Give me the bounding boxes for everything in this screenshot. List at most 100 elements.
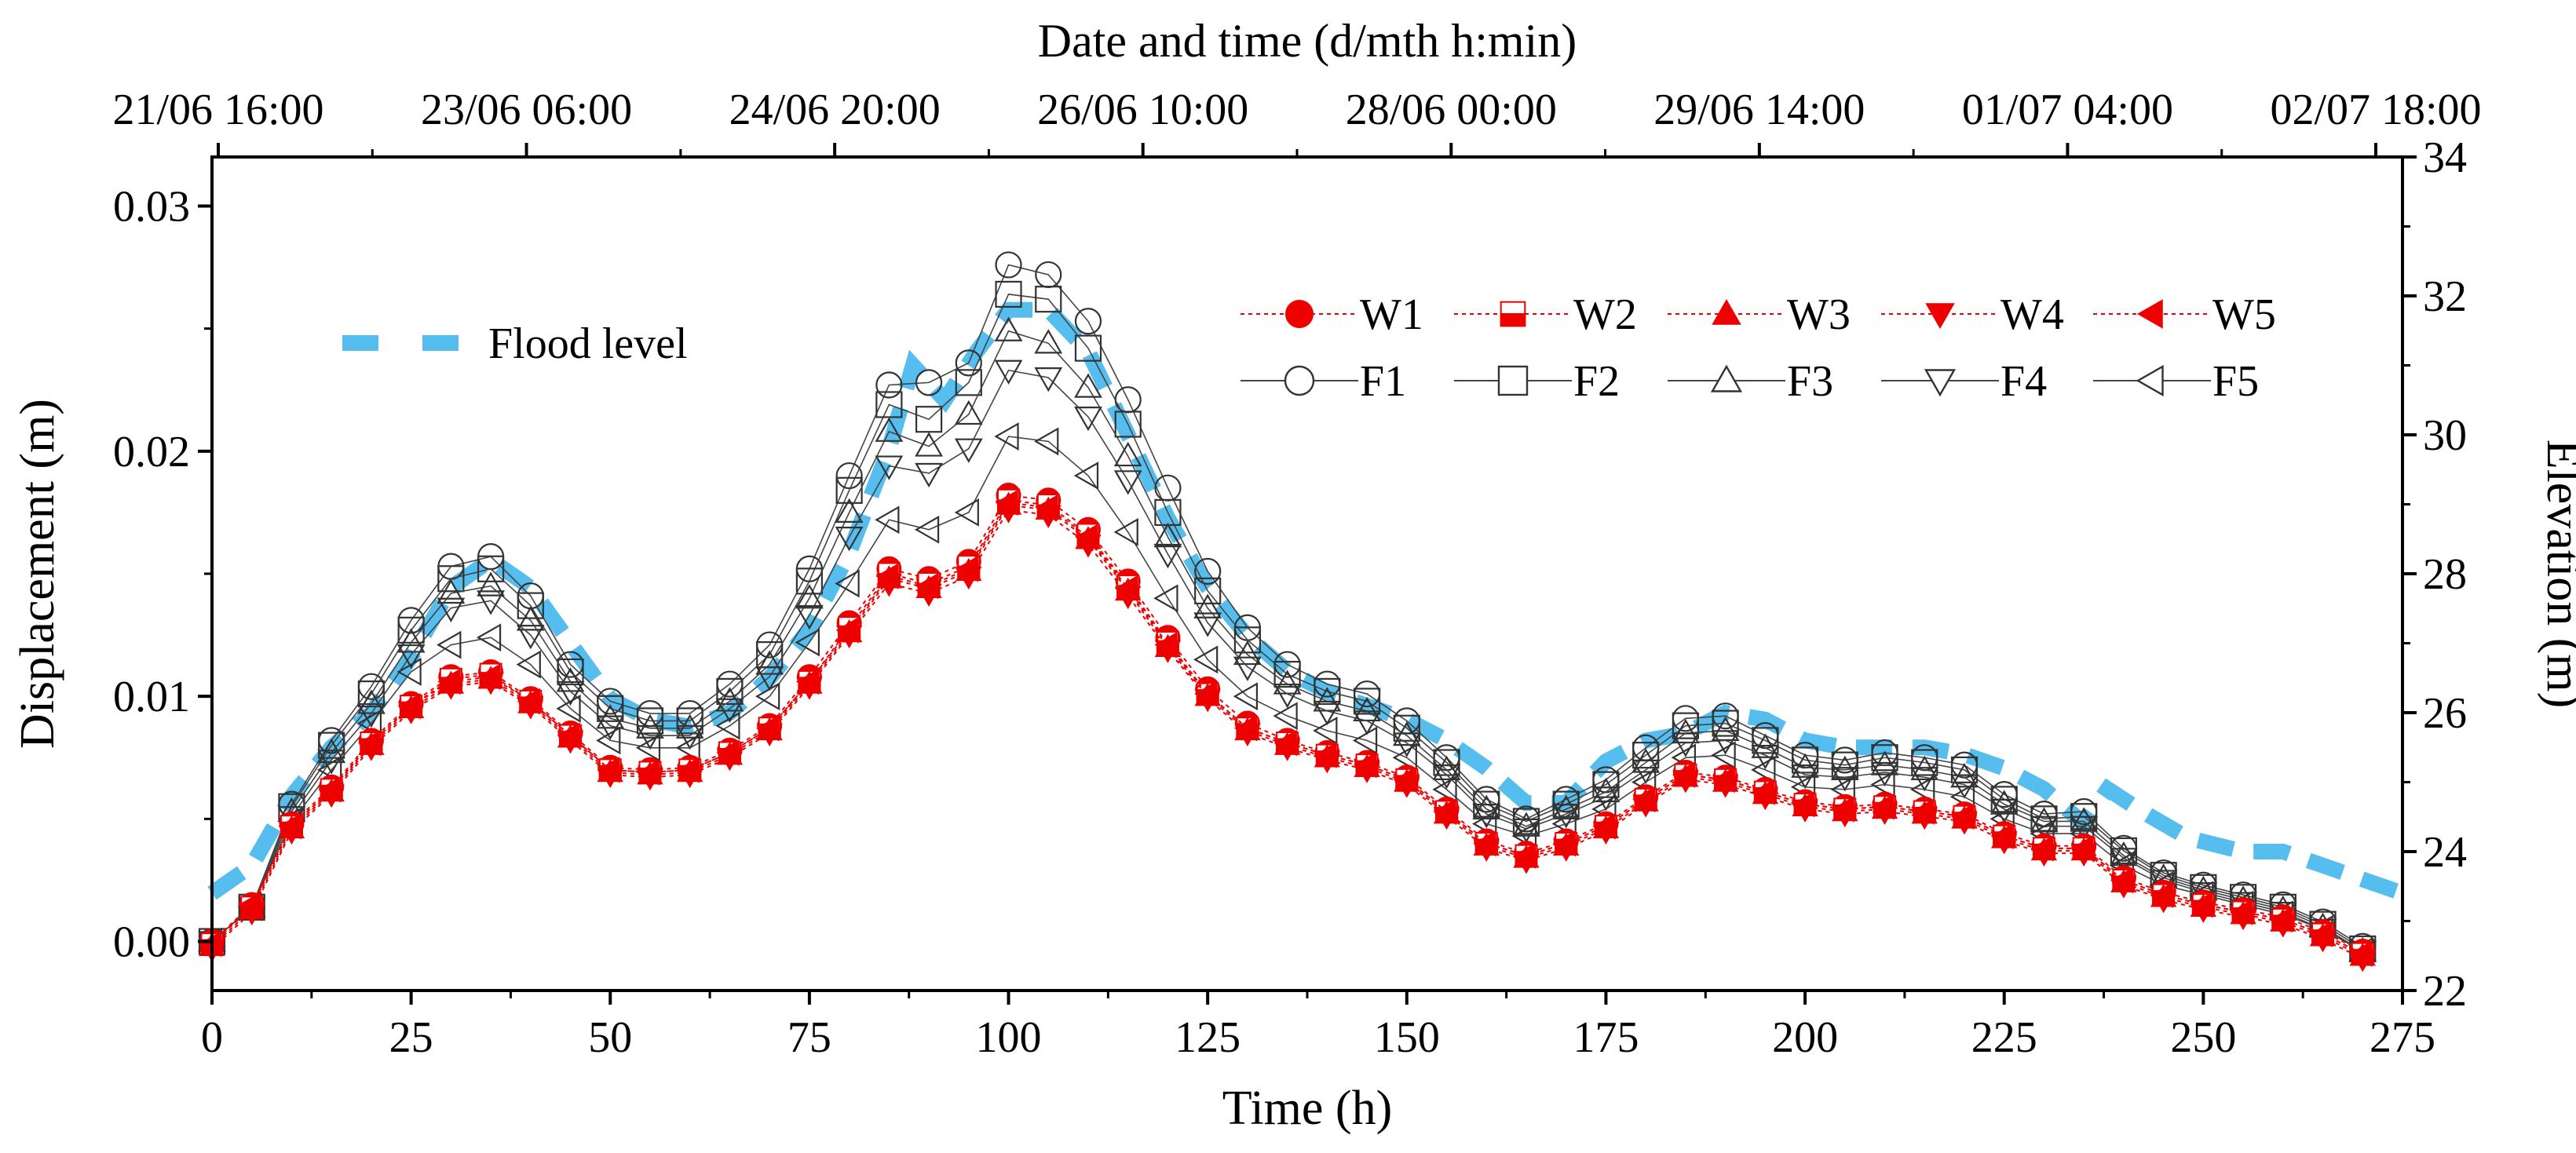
series-w5-point: [1433, 798, 1456, 825]
y-right-tick-label: 30: [2423, 411, 2467, 460]
series-f2-point: [1074, 334, 1102, 362]
series-f3-point: [437, 578, 466, 604]
series-f4-point: [596, 715, 625, 740]
legend-f2-marker: [1497, 365, 1529, 396]
series-f5-point: [635, 733, 661, 762]
series-f3-point: [755, 650, 784, 675]
x-tick-label: 200: [1772, 1013, 1838, 1062]
legend-w4-label: W4: [2001, 290, 2064, 339]
y-right-tick-label: 22: [2423, 967, 2467, 1016]
series-f2-point: [915, 406, 943, 433]
legend-w2-marker-fill: [1500, 313, 1526, 327]
series-f5-point: [835, 569, 860, 598]
legend-w5-marker: [2136, 299, 2163, 329]
series-w5-point: [1752, 779, 1775, 805]
series-f2-point: [1672, 712, 1700, 739]
series-w5-point: [2110, 867, 2134, 894]
series-w5-point: [1233, 715, 1258, 742]
series-w5-point: [1990, 823, 2014, 849]
series-w5-point: [2309, 921, 2333, 947]
series-w2: [200, 488, 2374, 965]
series-f5-point: [556, 694, 581, 723]
series-f5-point: [675, 733, 700, 762]
series-f5-point: [1870, 770, 1895, 799]
series-w5-point: [716, 739, 740, 766]
legend-item-w3: W3: [1668, 290, 1851, 339]
plot-frame: [210, 155, 2404, 992]
series-f3-point: [915, 432, 943, 457]
legend-f1-marker: [1284, 365, 1315, 396]
x-tick-label: 125: [1175, 1013, 1240, 1062]
series-f1-point: [875, 371, 903, 399]
series-f4-point: [1392, 732, 1421, 757]
legend-f4-label: F4: [2001, 357, 2047, 406]
legend-flood-label: Flood level: [488, 319, 688, 368]
legend-w5-label: W5: [2212, 290, 2276, 339]
series-w5-point: [1194, 680, 1218, 707]
series-w5-point: [1314, 742, 1337, 768]
series-f5-point: [914, 515, 940, 544]
series-f4-point: [1432, 764, 1461, 790]
series-f5-point: [1073, 462, 1099, 490]
series-f3-point: [477, 571, 505, 597]
legend-item-f5: F5: [2093, 357, 2259, 406]
series-f4-point: [1313, 700, 1342, 726]
y-right-tick-label: 32: [2423, 272, 2467, 321]
series-f4-point: [1074, 406, 1102, 432]
series-f1-point: [955, 349, 982, 377]
series-f2-point: [1114, 410, 1142, 438]
x-tick-label: 225: [1971, 1013, 2037, 1062]
legend-item-w1: W1: [1240, 290, 1423, 339]
series-f4-point: [556, 680, 585, 706]
series-f3-point: [1153, 522, 1182, 548]
x-tick-label: 150: [1374, 1013, 1440, 1062]
series-f1-point: [1074, 308, 1102, 335]
legend-f2-label: F2: [1573, 357, 1620, 406]
series-f2-point: [1353, 688, 1381, 715]
legend-item-w2: W2: [1454, 290, 1637, 339]
series-f2-point: [1632, 742, 1660, 769]
series-w5-point: [2150, 881, 2173, 908]
series-w5: [198, 489, 2373, 967]
legend-item-w5: W5: [2093, 290, 2276, 339]
series-f3-point: [835, 498, 864, 524]
series-w5-point: [357, 729, 382, 757]
series-w5-point: [477, 663, 501, 690]
axis-layer: 0 25 50 75 100 125 150 175 200 225 250 275 21/06 16:…: [112, 86, 2481, 1062]
y-right-tick-label: 28: [2423, 550, 2467, 599]
legend-item-w4: W4: [1881, 290, 2064, 339]
series-f4-point: [954, 438, 983, 463]
series-f2-point: [517, 592, 544, 619]
series-f5-point: [1711, 741, 1736, 770]
series-f4-point: [1153, 543, 1182, 569]
series-f5-point: [715, 711, 740, 740]
series-w5-point: [676, 757, 700, 783]
legend-w4-marker: [1925, 303, 1955, 330]
series-f3-point: [1432, 755, 1461, 780]
series-f3-point: [1233, 640, 1262, 666]
series-f5-point: [795, 628, 820, 657]
series-w2-line: [211, 499, 2363, 955]
series-f4-point: [1472, 804, 1501, 829]
series-f3-point: [1551, 794, 1580, 819]
series-f4-point: [516, 624, 545, 650]
legend-f5-label: F5: [2212, 357, 2259, 406]
series-f5-point: [1432, 775, 1457, 804]
series-f2-point: [995, 280, 1022, 308]
legend-w1-label: W1: [1360, 290, 1423, 339]
x-tick-label: 25: [389, 1013, 433, 1062]
series-f5-point: [1113, 518, 1138, 546]
series-f5-point: [1910, 775, 1935, 804]
series-f2-point: [557, 658, 584, 686]
series-f4-point: [1551, 804, 1580, 829]
series-f1-point: [835, 462, 863, 490]
series-f2-point: [875, 391, 903, 418]
x-tick-label: 275: [2370, 1013, 2435, 1062]
series-w5-point: [2230, 899, 2253, 925]
series-f4-point: [1672, 732, 1700, 757]
series-f4-point: [795, 604, 824, 630]
series-f2-point: [1314, 677, 1341, 706]
series-w5-point: [1273, 729, 1297, 757]
series-f5-point: [1153, 584, 1178, 613]
series-f2-point: [1194, 577, 1222, 604]
